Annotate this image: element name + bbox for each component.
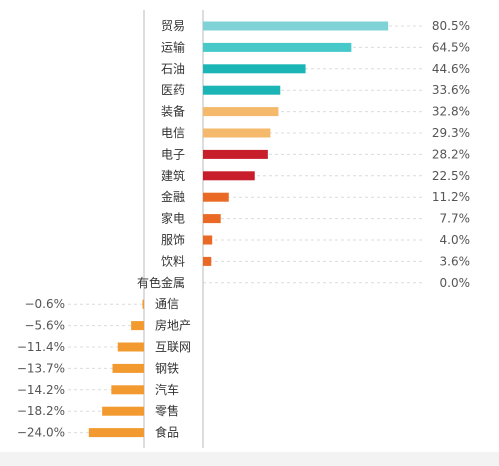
value-label-17: −13.7% [17, 361, 65, 375]
value-label-14: −0.6% [24, 297, 65, 311]
bar-19 [102, 406, 144, 416]
category-label-18: 汽车 [155, 382, 179, 397]
bar-12 [203, 256, 212, 266]
bars [88, 21, 389, 438]
bar-3 [203, 64, 306, 74]
value-label-9: 11.2% [432, 190, 470, 204]
bar-15 [131, 321, 144, 331]
bar-10 [203, 214, 221, 224]
value-label-20: −24.0% [17, 426, 65, 440]
value-label-18: −14.2% [17, 383, 65, 397]
category-label-13: 有色金属 [137, 275, 185, 290]
category-labels: 贸易运输石油医药装备电信电子建筑金融家电服饰饮料有色金属通信房地产互联网钢铁汽车… [137, 19, 191, 440]
bar-4 [203, 85, 281, 95]
bar-2 [203, 42, 352, 52]
bar-11 [203, 235, 213, 245]
value-label-11: 4.0% [440, 233, 471, 247]
value-label-3: 44.6% [432, 62, 470, 76]
category-label-3: 石油 [161, 62, 185, 76]
category-label-6: 电信 [161, 126, 185, 140]
category-label-10: 家电 [161, 211, 185, 226]
category-label-7: 电子 [161, 147, 185, 161]
bar-9 [203, 192, 229, 202]
value-label-13: 0.0% [440, 276, 471, 290]
category-label-2: 运输 [161, 39, 185, 54]
bar-7 [203, 149, 268, 159]
value-label-8: 22.5% [432, 169, 470, 183]
value-label-2: 64.5% [432, 40, 470, 54]
bar-17 [112, 363, 144, 373]
value-label-7: 28.2% [432, 147, 470, 161]
category-label-1: 贸易 [161, 19, 185, 33]
category-label-17: 钢铁 [155, 361, 179, 375]
category-label-8: 建筑 [161, 168, 185, 183]
bar-8 [203, 171, 255, 181]
value-label-4: 33.6% [432, 83, 470, 97]
bar-16 [117, 342, 144, 352]
value-label-1: 80.5% [432, 19, 470, 33]
category-label-5: 装备 [161, 105, 185, 119]
category-label-9: 金融 [161, 189, 185, 204]
category-label-20: 食品 [155, 425, 179, 440]
bar-6 [203, 128, 271, 138]
category-label-4: 医药 [161, 83, 185, 97]
category-label-19: 零售 [155, 403, 179, 418]
bar-14 [142, 299, 144, 309]
category-label-14: 通信 [155, 297, 179, 311]
value-label-16: −11.4% [17, 340, 65, 354]
value-label-19: −18.2% [17, 404, 65, 418]
value-label-10: 7.7% [440, 212, 471, 226]
category-label-11: 服饰 [161, 233, 185, 247]
bottom-strip [0, 452, 499, 466]
value-label-6: 29.3% [432, 126, 470, 140]
bar-20 [88, 428, 144, 438]
bar-5 [203, 107, 279, 117]
value-label-5: 32.8% [432, 105, 470, 119]
bar-1 [203, 21, 389, 31]
category-label-15: 房地产 [155, 318, 191, 333]
value-label-15: −5.6% [24, 319, 65, 333]
bar-18 [111, 385, 144, 395]
value-labels: 80.5% 64.5% 44.6% 33.6% 32.8% 29.3% 28.2% 22.5%… [17, 19, 470, 440]
category-label-12: 饮料 [161, 254, 185, 268]
value-label-12: 3.6% [440, 254, 471, 268]
category-label-16: 互联网 [155, 340, 191, 354]
